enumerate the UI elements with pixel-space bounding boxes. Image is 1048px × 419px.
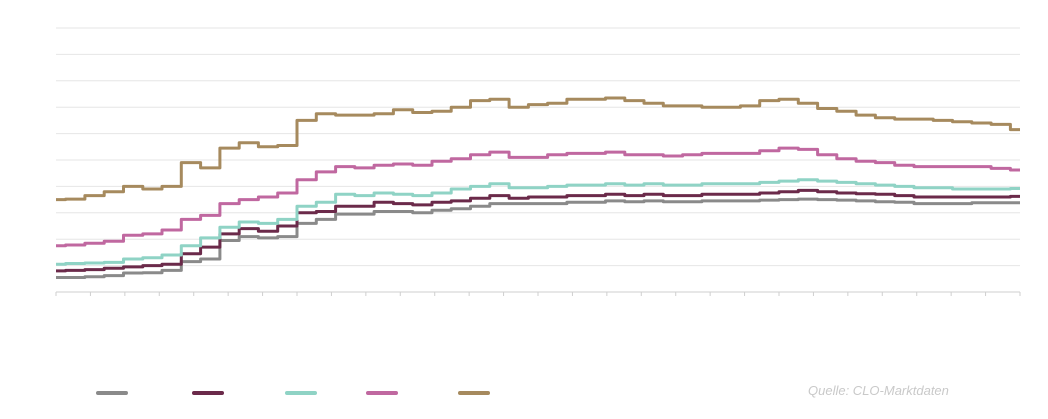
legend-swatch-4 [366, 391, 398, 395]
legend-swatch-2 [192, 391, 224, 395]
legend-swatch-1 [96, 391, 128, 395]
series-line-4 [56, 146, 1020, 248]
series-line-5 [56, 96, 1020, 202]
legend-swatch-5 [458, 391, 490, 395]
series-line-3 [56, 178, 1020, 266]
source-note: Quelle: CLO-Marktdaten [808, 383, 949, 398]
x-axis [55, 292, 1021, 296]
series-group [56, 96, 1020, 279]
legend-swatch-3 [285, 391, 317, 395]
series-line-1 [56, 197, 1020, 279]
legend [0, 382, 1048, 406]
series-line-2 [56, 188, 1020, 273]
